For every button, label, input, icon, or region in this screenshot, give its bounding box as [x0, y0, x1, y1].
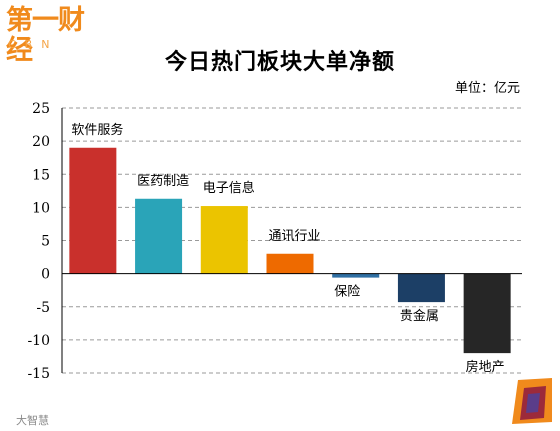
logo-subtext: CBN	[8, 38, 59, 51]
bar-category-label: 房地产	[466, 359, 505, 375]
bar-category-label: 软件服务	[71, 122, 123, 138]
y-tick-label: 5	[41, 234, 50, 250]
bar	[332, 273, 380, 278]
y-tick-label: 20	[32, 134, 50, 150]
y-tick-label: 15	[32, 167, 50, 183]
bar-category-label: 保险	[334, 285, 360, 300]
corner-decoration	[512, 378, 552, 424]
chart-title: 今日热门板块大单净额	[164, 49, 395, 75]
bar	[397, 273, 445, 303]
watermark: 大智慧	[16, 414, 49, 427]
bar	[463, 273, 511, 354]
y-tick-label: 10	[32, 200, 50, 216]
unit-label: 单位：亿元	[454, 81, 520, 96]
bar	[135, 198, 183, 274]
y-tick-label: -15	[27, 366, 50, 382]
bar	[266, 253, 314, 274]
bar	[200, 206, 248, 274]
bar-category-label: 贵金属	[400, 308, 439, 324]
bar	[69, 147, 117, 274]
y-tick-label: 25	[32, 101, 50, 117]
bar-category-label: 医药制造	[137, 174, 189, 189]
y-tick-label: 0	[41, 267, 50, 283]
y-tick-label: -5	[36, 300, 50, 316]
bar-category-label: 电子信息	[203, 180, 255, 196]
y-tick-label: -10	[27, 333, 50, 349]
logo-wordmark: 第一财经	[6, 5, 85, 66]
cbn-logo: 第一财经 CBN	[4, 6, 96, 66]
bar-category-label: 通讯行业	[269, 229, 321, 244]
